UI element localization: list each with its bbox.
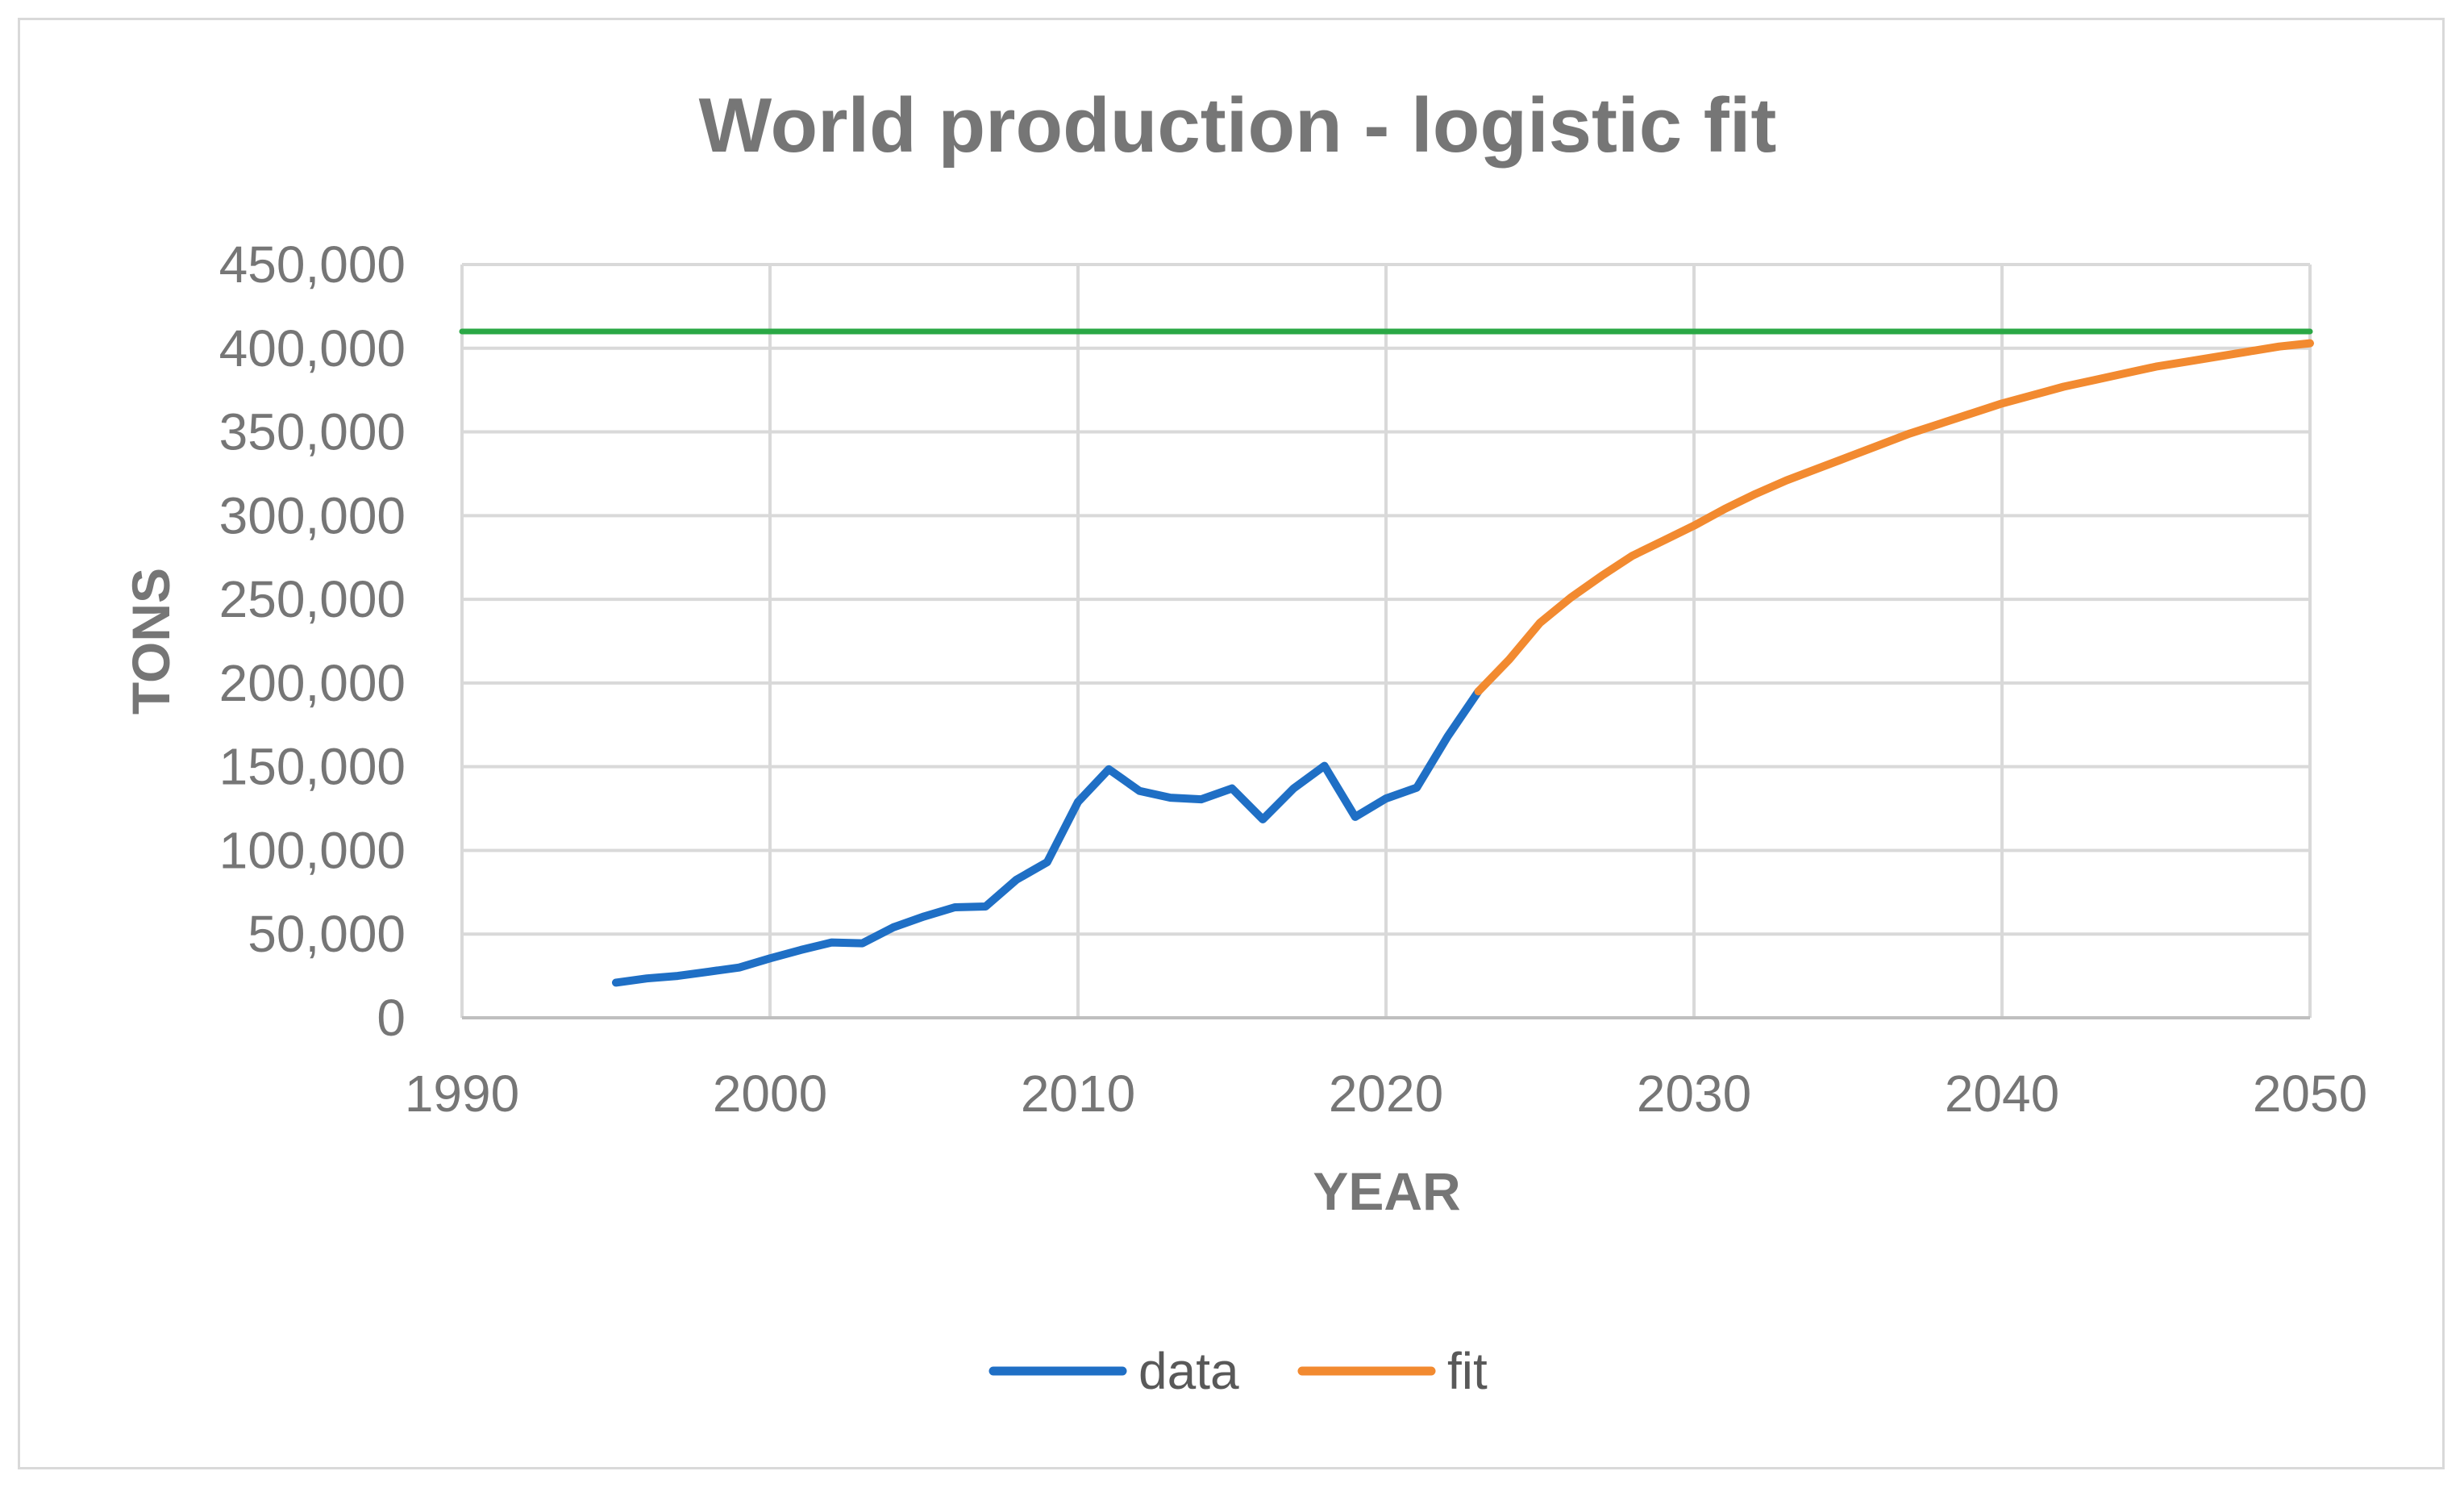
x-tick-label: 2000 (713, 1065, 827, 1123)
x-tick-labels: 1990 2000 2010 2020 2030 2040 2050 (405, 1065, 2367, 1123)
y-tick-label: 0 (377, 989, 406, 1047)
series-line-data (612, 687, 1483, 987)
x-axis-title: YEAR (1313, 1161, 1460, 1221)
x-tick-label: 2050 (2253, 1065, 2367, 1123)
y-tick-label: 350,000 (219, 403, 406, 461)
legend-label-data: data (1138, 1342, 1239, 1400)
y-tick-label: 400,000 (219, 319, 406, 377)
y-tick-label: 300,000 (219, 486, 406, 544)
x-tick-label: 2010 (1021, 1065, 1135, 1123)
y-axis-title: TONS (121, 568, 181, 715)
series-lines (459, 328, 2314, 987)
chart-frame (18, 18, 2445, 1469)
x-tick-label: 2020 (1329, 1065, 1443, 1123)
y-tick-labels: 0 50,000 100,000 150,000 200,000 250,000 300,0… (219, 235, 406, 1047)
y-tick-label: 250,000 (219, 570, 406, 628)
x-tick-label: 2030 (1637, 1065, 1751, 1123)
y-tick-label: 200,000 (219, 654, 406, 712)
legend: data fit (989, 1342, 1488, 1400)
x-tick-label: 2040 (1945, 1065, 2059, 1123)
y-tick-label: 100,000 (219, 821, 406, 879)
legend-label-fit: fit (1447, 1342, 1488, 1400)
y-tick-label: 450,000 (219, 235, 406, 294)
y-tick-label: 150,000 (219, 738, 406, 796)
y-tick-label: 50,000 (248, 905, 406, 963)
series-line-fit (1474, 339, 2314, 696)
chart-title: World production - logistic fit (699, 82, 1777, 169)
x-tick-label: 1990 (405, 1065, 519, 1123)
grid (460, 263, 2312, 1019)
